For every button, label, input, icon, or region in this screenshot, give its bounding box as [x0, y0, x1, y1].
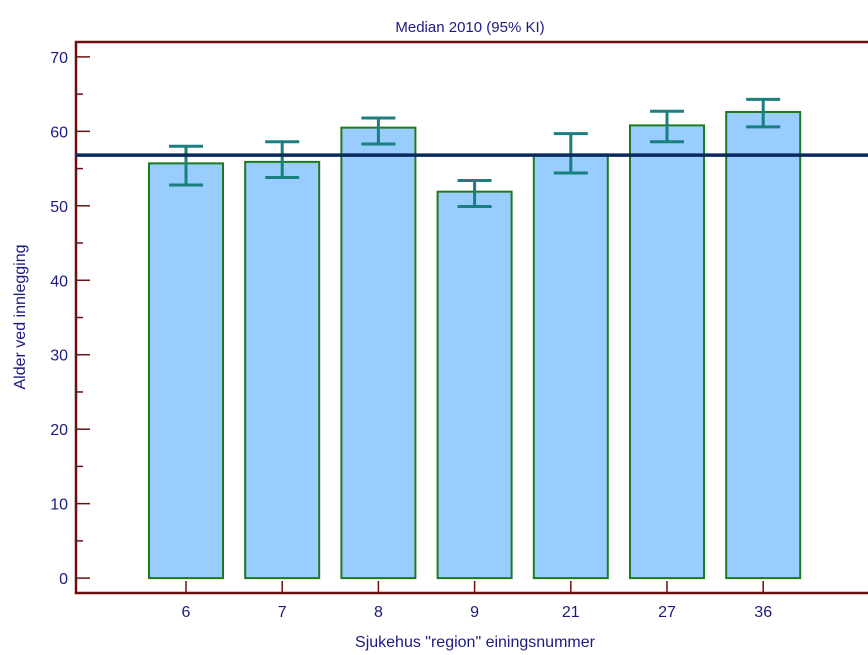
y-tick-label-20: 20 — [50, 422, 68, 439]
x-tick-label-27: 27 — [658, 604, 676, 621]
x-tick-label-21: 21 — [562, 604, 580, 621]
bar-7 — [244, 160, 321, 580]
bar-6 — [148, 162, 224, 580]
y-axis-ticks: 0 10 20 30 40 50 60 70 — [50, 50, 90, 588]
x-tick-label-8: 8 — [374, 604, 383, 621]
y-tick-label-30: 30 — [50, 348, 68, 365]
y-tick-label-10: 10 — [50, 497, 68, 514]
x-tick-label-6: 6 — [182, 604, 191, 621]
error-bars — [169, 97, 781, 209]
x-axis-label: Sjukehus "region" einingsnummer — [355, 634, 596, 651]
y-tick-label-50: 50 — [50, 199, 68, 216]
x-tick-label-9: 9 — [470, 604, 479, 621]
y-tick-label-40: 40 — [50, 273, 68, 290]
bar-36 — [725, 110, 802, 580]
bar-21 — [532, 153, 609, 580]
bar-8 — [340, 126, 417, 580]
chart-title: Median 2010 (95% KI) — [395, 19, 544, 36]
bar-9 — [436, 190, 513, 580]
x-axis-ticks: 6 7 8 9 21 27 36 — [182, 581, 772, 621]
bar-27 — [629, 124, 705, 580]
y-tick-label-70: 70 — [50, 50, 68, 67]
x-tick-label-36: 36 — [754, 604, 772, 621]
bars — [148, 110, 802, 580]
y-tick-label-0: 0 — [59, 571, 68, 588]
y-tick-label-60: 60 — [50, 124, 68, 141]
y-axis-label: Alder ved innlegging — [12, 245, 29, 390]
x-tick-label-7: 7 — [278, 604, 287, 621]
